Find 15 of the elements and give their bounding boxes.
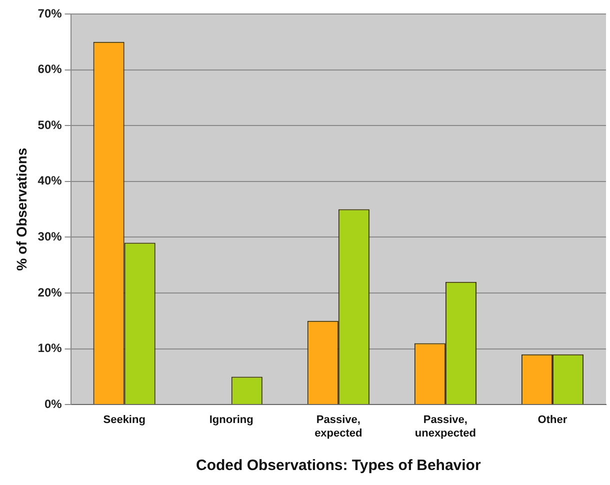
y-tick-label: 30% [38,230,62,244]
x-tick-label: Passive, unexpected [414,414,476,440]
y-axis-title: % of Observations [13,148,30,271]
x-tick-label: Passive, expected [314,414,362,440]
y-tick-label: 0% [44,396,62,411]
y-tick-label: 60% [38,62,62,76]
y-tick-label: 70% [38,6,62,20]
y-tick-label: 20% [38,285,62,300]
x-tick-label: Seeking [103,414,146,426]
x-tick-label: Other [538,414,568,426]
y-tick-label: 10% [38,341,62,356]
x-tick-label: Ignoring [209,414,254,426]
x-axis-title: Coded Observations: Types of Behavior [196,457,481,474]
y-tick-label: 40% [38,174,62,188]
y-tick-label: 50% [38,118,62,132]
